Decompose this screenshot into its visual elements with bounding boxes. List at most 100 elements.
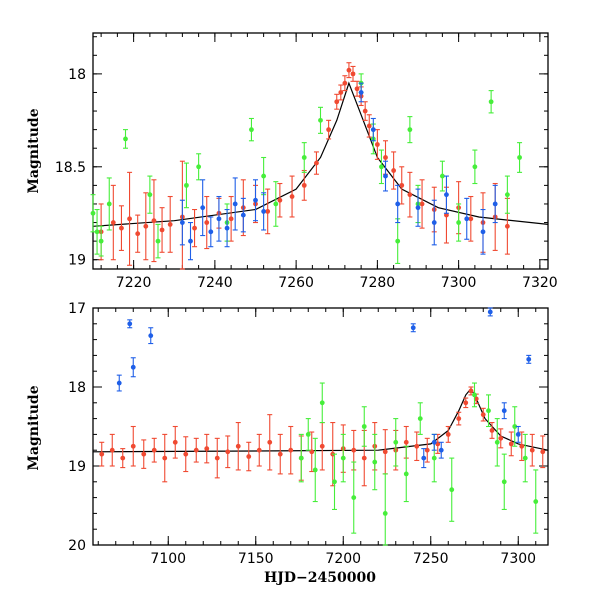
red-marker <box>519 443 525 449</box>
bottom-ticks: 7100 7150 7200 7250 7300 17 18 19 20 <box>68 301 548 567</box>
blue-marker <box>188 238 193 244</box>
red-marker <box>172 439 178 445</box>
red-marker <box>99 451 105 457</box>
y-tick-label: 20 <box>68 538 86 554</box>
red-data-point <box>225 435 231 469</box>
red-marker <box>498 435 504 441</box>
bottom-model-curve <box>92 387 549 453</box>
blue-marker <box>232 201 238 207</box>
red-marker <box>141 451 147 457</box>
red-data-point <box>508 431 514 457</box>
x-tick-label: 7150 <box>238 551 274 567</box>
top-model-curve <box>92 81 549 227</box>
blue-marker <box>148 333 154 339</box>
red-data-point <box>456 411 462 426</box>
green-data-point <box>417 402 423 435</box>
red-marker <box>301 182 307 188</box>
red-marker <box>288 447 294 453</box>
green-marker <box>393 439 399 445</box>
red-marker <box>204 446 210 452</box>
red-marker <box>463 400 469 406</box>
blue-data-point <box>148 327 154 345</box>
blue-data-point <box>261 192 267 231</box>
top-y-axis-label: Magnitude <box>26 108 42 193</box>
red-data-point <box>193 437 199 463</box>
blue-data-point <box>200 179 206 237</box>
green-data-point <box>90 194 96 233</box>
red-data-point <box>480 407 486 422</box>
blue-data-point <box>501 402 507 420</box>
red-marker <box>192 225 197 231</box>
red-data-point <box>374 129 380 160</box>
red-marker <box>468 216 474 222</box>
green-marker <box>517 155 522 160</box>
red-data-point <box>519 431 525 462</box>
red-data-point <box>354 80 360 97</box>
green-data-point <box>517 142 523 173</box>
red-marker <box>127 216 132 222</box>
blue-marker <box>464 216 470 222</box>
blue-marker <box>116 380 122 386</box>
green-marker <box>298 455 304 461</box>
green-data-point <box>273 181 279 227</box>
green-data-point <box>533 469 539 534</box>
red-marker <box>265 208 271 214</box>
red-data-point <box>366 114 372 138</box>
red-marker <box>508 441 514 447</box>
red-marker <box>326 127 332 133</box>
green-marker <box>512 424 518 429</box>
blue-data-point <box>515 425 521 443</box>
blue-data-point <box>421 448 427 469</box>
blue-marker <box>383 173 388 179</box>
green-data-point <box>94 208 100 255</box>
green-data-point <box>512 406 518 447</box>
red-marker <box>109 447 115 453</box>
blue-marker <box>415 205 421 211</box>
red-data-point <box>382 429 388 475</box>
red-data-point <box>183 436 189 473</box>
blue-data-point <box>395 184 401 224</box>
green-data-point <box>486 394 491 428</box>
green-marker <box>249 127 254 133</box>
y-tick-label: 18 <box>68 380 86 396</box>
bottom-y-axis-label: Magnitude <box>26 385 42 470</box>
red-data-point <box>498 428 504 449</box>
red-data-point <box>151 179 157 263</box>
green-marker <box>472 392 477 398</box>
red-marker <box>445 432 451 437</box>
green-data-point <box>501 453 507 511</box>
green-data-point <box>361 406 367 447</box>
red-data-point <box>540 435 546 469</box>
x-tick-label: 7320 <box>522 275 558 291</box>
green-data-point <box>456 203 462 242</box>
green-data-point <box>298 433 304 483</box>
green-marker <box>403 471 409 477</box>
red-marker <box>382 449 388 455</box>
x-tick-label: 7240 <box>197 275 233 291</box>
blue-data-point <box>415 188 421 227</box>
green-marker <box>106 201 112 207</box>
red-data-point <box>162 433 168 483</box>
blue-data-point <box>179 199 185 246</box>
red-marker <box>342 80 348 86</box>
green-marker <box>147 192 153 198</box>
blue-marker <box>501 408 507 414</box>
red-data-point <box>214 437 220 479</box>
red-data-point <box>265 188 271 235</box>
red-marker <box>456 416 462 421</box>
red-data-point <box>334 93 340 110</box>
green-marker <box>431 455 437 461</box>
blue-data-point <box>480 208 486 255</box>
green-data-point <box>372 433 378 491</box>
blue-marker <box>421 455 427 461</box>
top-data-points <box>90 62 523 270</box>
blue-data-point <box>443 175 449 214</box>
red-data-point <box>350 65 356 82</box>
red-data-point <box>338 84 344 101</box>
red-marker <box>130 443 136 449</box>
green-marker <box>407 127 413 133</box>
red-data-point <box>135 214 141 253</box>
red-marker <box>489 428 495 433</box>
green-marker <box>340 455 346 461</box>
red-data-point <box>143 192 149 261</box>
